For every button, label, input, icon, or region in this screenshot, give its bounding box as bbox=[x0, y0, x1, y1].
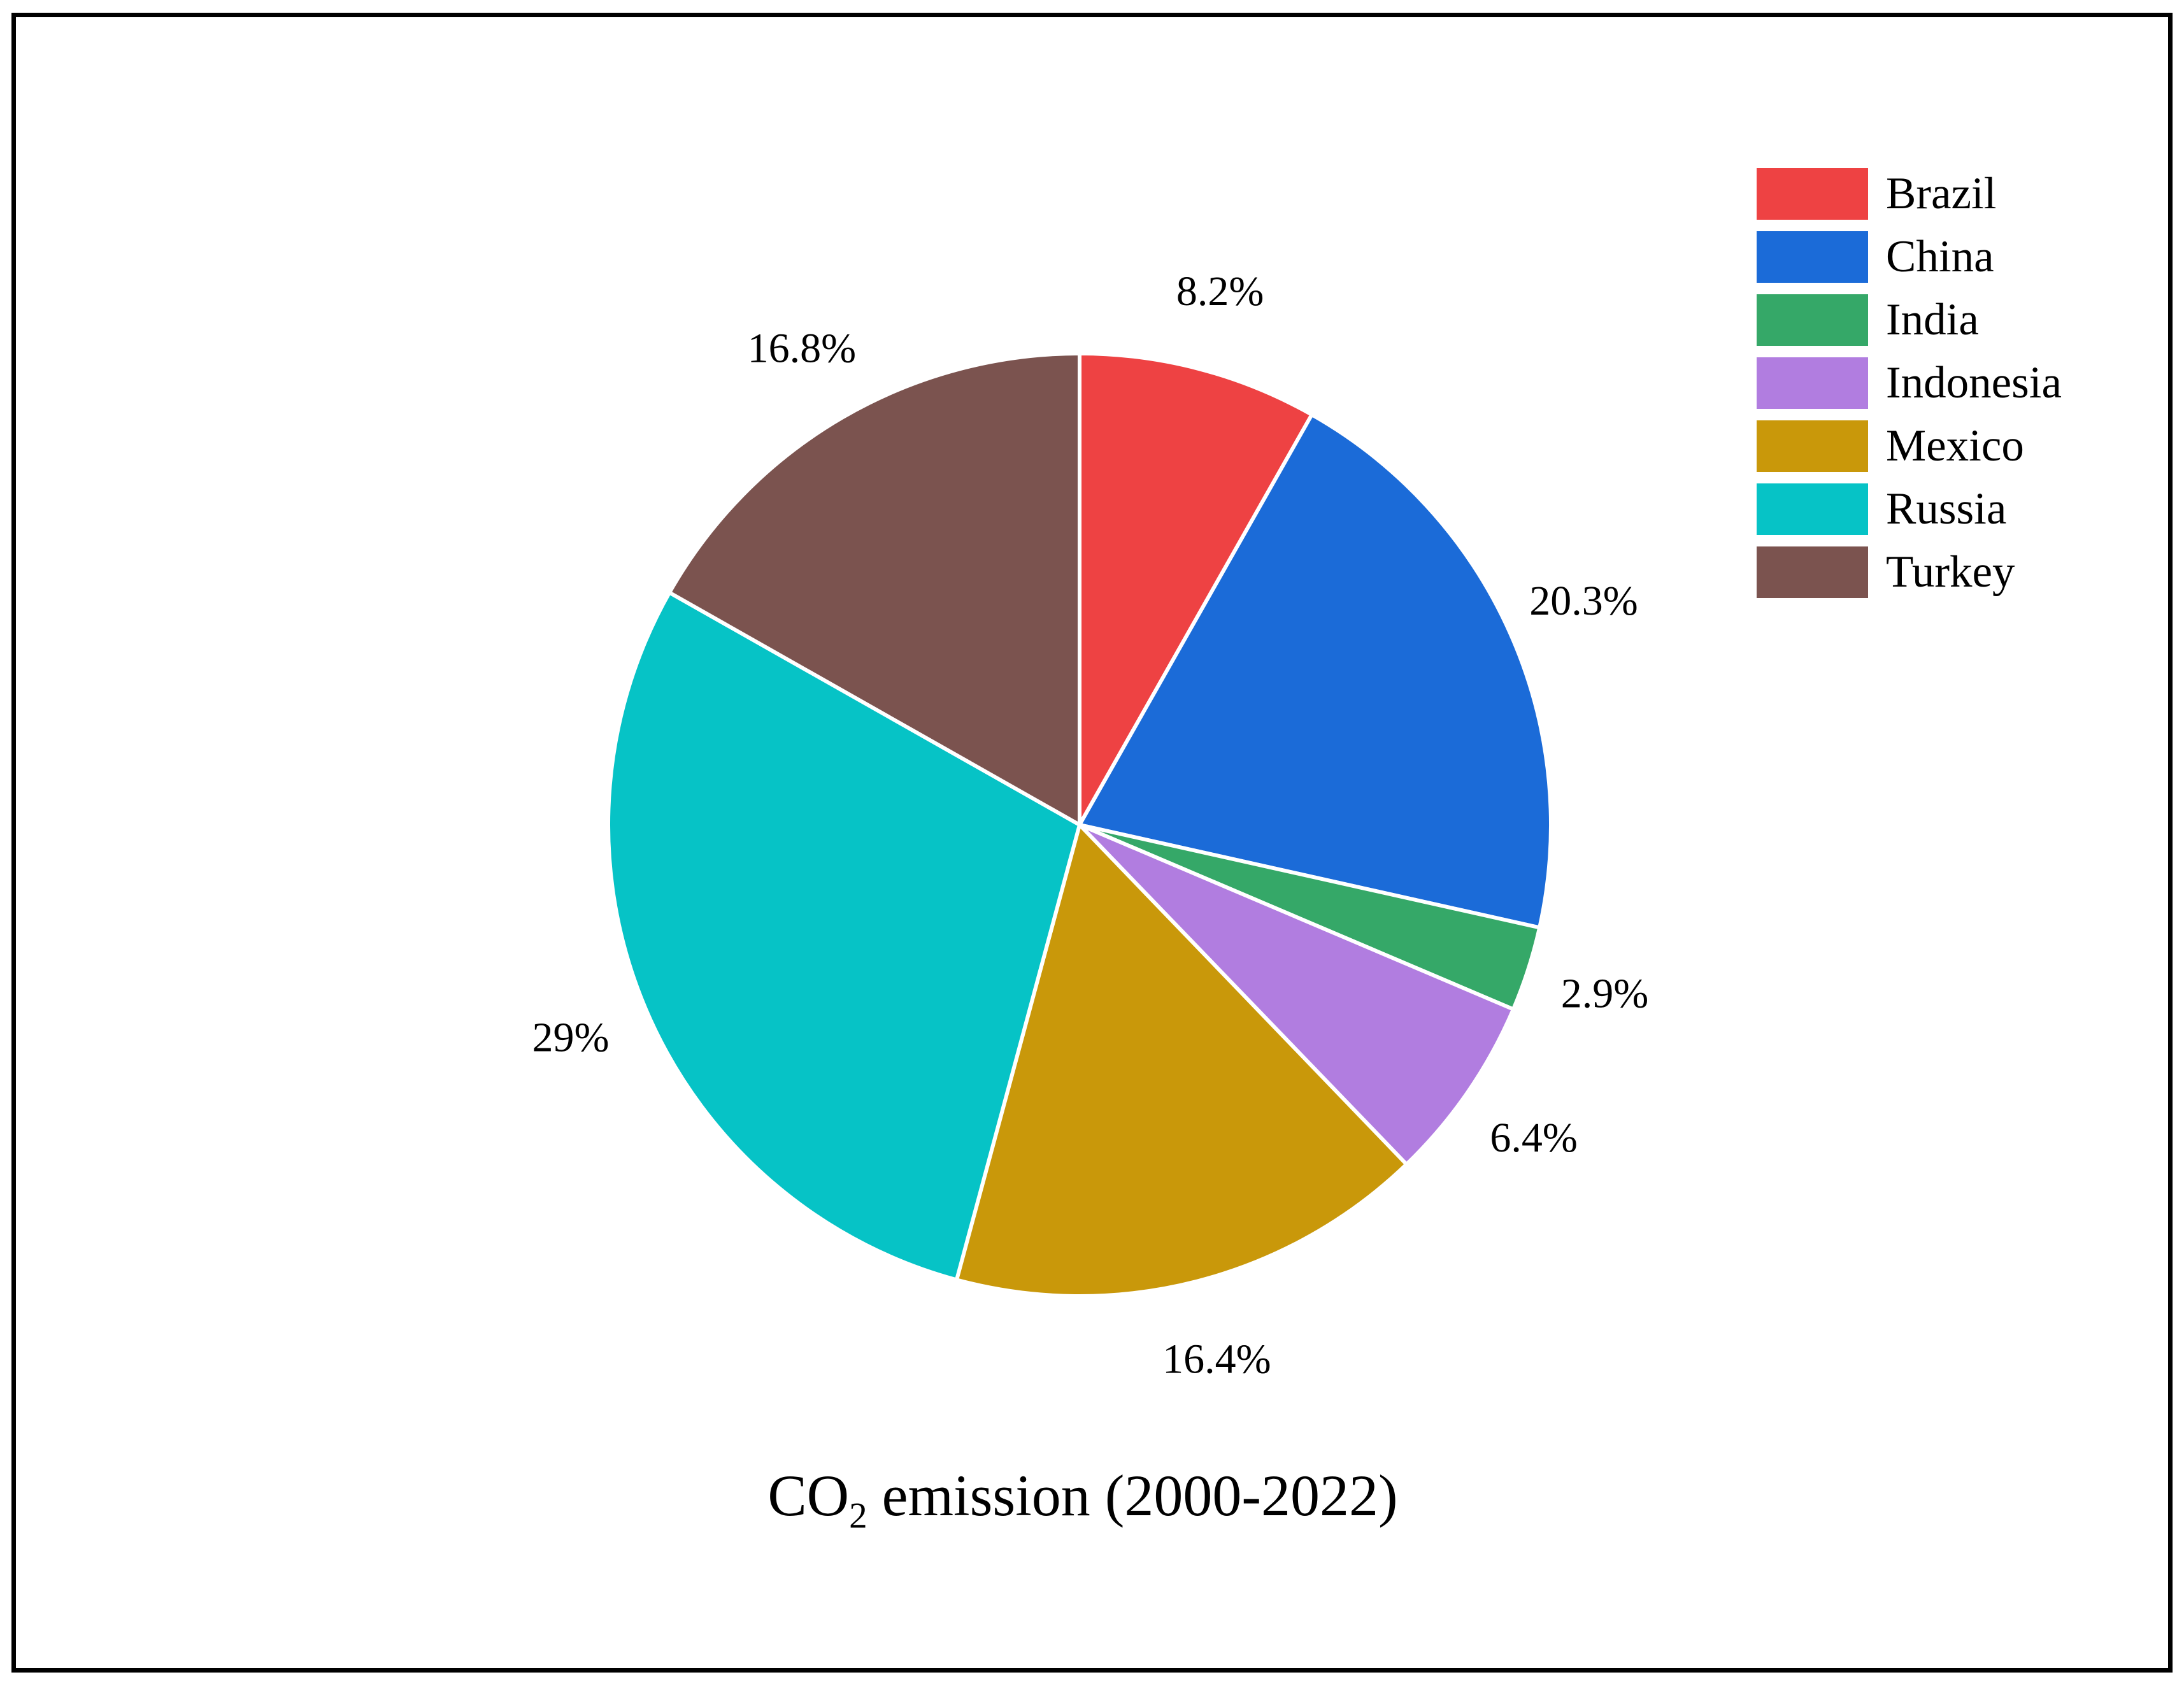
pie-slice-label-india: 2.9% bbox=[1561, 971, 1648, 1017]
legend-label-brazil: Brazil bbox=[1886, 169, 1997, 218]
legend-label-indonesia: Indonesia bbox=[1886, 358, 2062, 408]
pie-slice-brazil bbox=[1078, 352, 1314, 827]
legend-swatch-india bbox=[1757, 294, 1868, 346]
pie-slice-label-brazil: 8.2% bbox=[1176, 268, 1264, 315]
pie-slice-label-turkey: 16.8% bbox=[748, 325, 856, 371]
legend-item-mexico: Mexico bbox=[1757, 420, 2062, 472]
chart-title: CO2 emission (2000-2022) bbox=[767, 1462, 1398, 1534]
pie-slice-turkey bbox=[667, 352, 1081, 827]
pie-slice-label-china: 20.3% bbox=[1529, 578, 1638, 624]
pie-slice-mexico bbox=[954, 823, 1409, 1298]
legend-label-india: India bbox=[1886, 295, 1979, 345]
legend-item-brazil: Brazil bbox=[1757, 168, 2062, 220]
chart-title-prefix: CO bbox=[767, 1463, 850, 1528]
legend-swatch-indonesia bbox=[1757, 357, 1868, 409]
pie-slice-label-indonesia: 6.4% bbox=[1490, 1115, 1577, 1161]
pie-slice-label-mexico: 16.4% bbox=[1162, 1336, 1271, 1382]
pie-slice-indonesia bbox=[1078, 823, 1515, 1167]
legend-item-china: China bbox=[1757, 231, 2062, 283]
legend-item-india: India bbox=[1757, 294, 2062, 346]
legend-swatch-russia bbox=[1757, 483, 1868, 535]
legend-label-russia: Russia bbox=[1886, 484, 2007, 534]
legend-swatch-china bbox=[1757, 231, 1868, 283]
legend: Brazil China India Indonesia Mexico Russia Tur… bbox=[1757, 168, 2062, 610]
legend-label-mexico: Mexico bbox=[1886, 421, 2024, 471]
legend-swatch-mexico bbox=[1757, 420, 1868, 472]
chart-title-subscript: 2 bbox=[849, 1495, 867, 1536]
legend-label-turkey: Turkey bbox=[1886, 547, 2015, 597]
pie-slice-label-russia: 29% bbox=[532, 1014, 609, 1060]
legend-item-russia: Russia bbox=[1757, 483, 2062, 535]
legend-label-china: China bbox=[1886, 232, 1994, 282]
legend-swatch-turkey bbox=[1757, 546, 1868, 598]
legend-swatch-brazil bbox=[1757, 168, 1868, 220]
pie-slice-china bbox=[1078, 413, 1553, 930]
legend-item-turkey: Turkey bbox=[1757, 546, 2062, 598]
pie-slice-russia bbox=[606, 590, 1081, 1282]
legend-item-indonesia: Indonesia bbox=[1757, 357, 2062, 409]
chart-title-suffix: emission (2000-2022) bbox=[867, 1463, 1398, 1528]
